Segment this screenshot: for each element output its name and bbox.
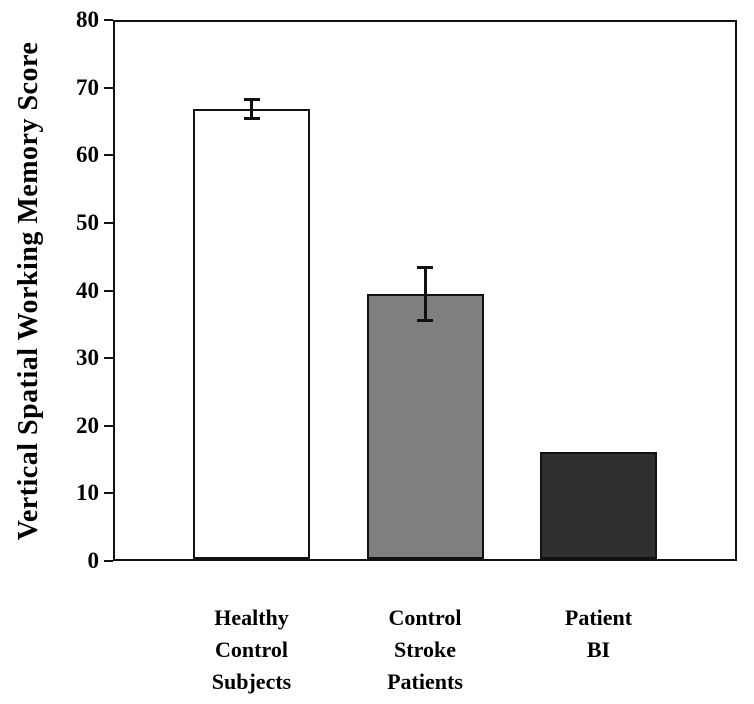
- error-bar-stem: [423, 267, 427, 321]
- x-category-label-line: Subjects: [211, 669, 292, 694]
- x-category-label-line: Patients: [387, 669, 463, 694]
- x-category-label-line: Control: [215, 637, 288, 662]
- y-tick-mark: [104, 221, 113, 224]
- error-bar-stem: [250, 99, 253, 120]
- x-category-label-line: BI: [586, 637, 611, 662]
- error-bar-cap-bottom: [243, 117, 260, 121]
- y-tick-label: 30: [76, 345, 99, 371]
- y-tick-label: 70: [76, 74, 99, 100]
- x-category-label-control-stroke-patients: Control Stroke Patients: [335, 602, 515, 698]
- y-tick-label: 40: [76, 277, 99, 303]
- bar-patient-bi: [540, 451, 657, 559]
- y-tick-mark: [104, 289, 113, 292]
- y-tick-label: 0: [87, 548, 100, 573]
- y-tick-label: 50: [76, 209, 99, 235]
- y-tick-mark: [104, 86, 113, 89]
- y-tick-mark: [104, 19, 113, 21]
- x-category-label-healthy-control-subjects: Healthy Control Subjects: [162, 602, 342, 698]
- x-category-label-patient-bi: Patient BI: [509, 602, 689, 666]
- x-category-label-line: Patient: [564, 605, 633, 630]
- y-tick-label: 10: [76, 480, 99, 506]
- x-category-label-line: Healthy: [214, 605, 289, 630]
- x-category-label-line: Stroke: [394, 637, 456, 662]
- y-tick-mark: [104, 492, 113, 495]
- error-bar-cap-top: [243, 98, 260, 102]
- y-tick-label: 20: [76, 412, 99, 438]
- bar-healthy-control-subjects: [193, 109, 310, 559]
- y-tick-label: 80: [76, 7, 99, 32]
- error-bar-cap-bottom: [417, 318, 433, 322]
- y-tick-mark: [104, 560, 113, 562]
- bar-control-stroke-patients: [366, 293, 484, 559]
- y-tick-mark: [104, 357, 113, 360]
- error-bar-cap-top: [417, 266, 433, 269]
- y-tick-mark: [104, 154, 113, 157]
- y-tick-mark: [104, 424, 113, 427]
- plot-area: [113, 20, 737, 561]
- x-category-label-line: Control: [388, 605, 462, 630]
- y-tick-label: 60: [76, 142, 99, 168]
